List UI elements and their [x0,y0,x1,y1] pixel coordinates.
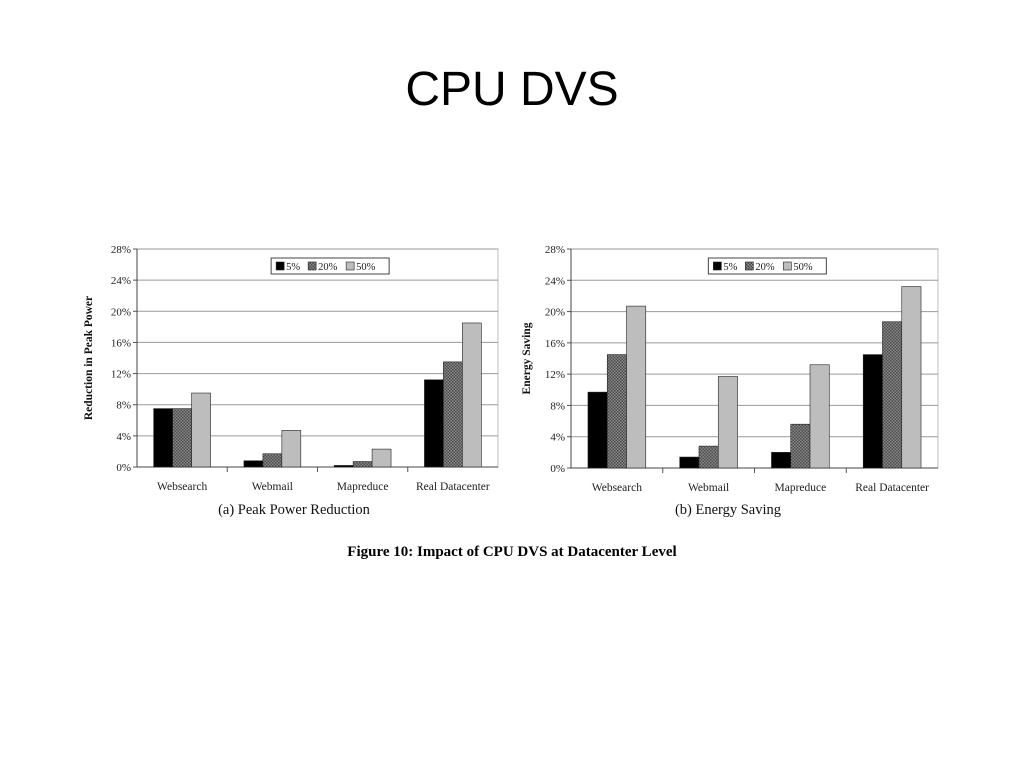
legend-label: 5% [723,262,737,273]
y-tick-label: 0% [550,463,565,475]
bar-20pct [172,408,192,468]
bar-20pct [262,453,283,468]
y-tick-label: 4% [550,432,565,444]
legend-label: 20% [755,262,775,273]
y-tick-label: 4% [116,431,131,443]
legend-label: 50% [793,262,813,273]
legend-swatch [345,261,355,271]
bar-50pct [717,376,738,469]
x-tick-label: Websearch [592,482,642,494]
chart-caption: (b) Energy Saving [674,502,782,518]
legend-label: 5% [286,262,300,273]
bar-50pct [191,392,211,468]
x-tick-label: Real Datacenter [416,481,490,493]
bar-5pct [679,456,700,469]
figure-caption: Figure 10: Impact of CPU DVS at Datacent… [347,544,677,560]
y-tick-label: 8% [116,400,131,412]
y-tick-label: 16% [545,338,565,350]
y-tick-label: 12% [111,369,131,381]
bar-20pct [352,461,373,468]
y-tick-label: 28% [545,244,565,256]
bar-50pct [371,448,392,468]
bar-5pct [771,452,792,469]
bar-5pct [587,391,608,469]
x-tick-label: Mapreduce [775,482,827,494]
x-tick-label: Real Datacenter [855,482,929,494]
legend-label: 50% [356,262,376,273]
y-axis-label: Energy Saving [521,322,533,394]
y-tick-label: 24% [111,275,131,287]
bar-50pct [626,305,647,469]
y-tick-label: 28% [111,244,131,256]
legend [707,257,827,275]
bar-20pct [790,423,811,469]
legend-swatch [713,261,722,271]
bar-5pct [153,408,173,468]
x-tick-label: Webmail [688,482,729,494]
legend-swatch [783,261,792,271]
bar-20pct [698,445,719,469]
bar-5pct [333,465,354,468]
y-tick-label: 24% [545,275,565,287]
y-tick-label: 8% [550,400,565,412]
bar-50pct [809,364,830,469]
legend-swatch [275,261,285,271]
bar-5pct [424,379,444,468]
bar-20pct [882,321,903,469]
y-tick-label: 20% [111,306,131,318]
chart-svg: 0% 4% 8% 12% 16% 20% 24% 28% Energy Saving Websea… [521,244,939,494]
bar-5pct [243,460,264,468]
bar-20pct [606,354,627,469]
y-axis-label: Reduction in Peak Power [83,296,95,420]
bar-50pct [462,322,482,468]
bar-50pct [901,286,922,469]
y-tick-label: 0% [116,462,131,474]
bar-20pct [443,361,463,468]
bar-5pct [862,354,883,469]
legend-swatch [307,261,317,271]
x-tick-label: Webmail [252,481,293,493]
y-tick-label: 12% [545,369,565,381]
peak-power-reduction-chart: 0% 4% 8% 12% 16% 20% 24% 28% Reduction in Peak P… [80,240,500,520]
legend-swatch [745,261,754,271]
x-tick-label: Websearch [157,481,207,493]
legend [270,257,390,275]
chart-svg: 0% 4% 8% 12% 16% 20% 24% 28% Reduction in Peak P… [83,244,499,493]
energy-saving-chart: 0% 4% 8% 12% 16% 20% 24% 28% Energy Saving Websea… [518,240,948,520]
x-tick-label: Mapreduce [337,481,389,493]
y-tick-label: 16% [111,337,131,349]
y-tick-label: 20% [545,307,565,319]
legend-label: 20% [318,262,338,273]
chart-caption: (a) Peak Power Reduction [218,502,370,518]
slide-title: CPU DVS [405,63,619,116]
bar-50pct [281,430,302,468]
